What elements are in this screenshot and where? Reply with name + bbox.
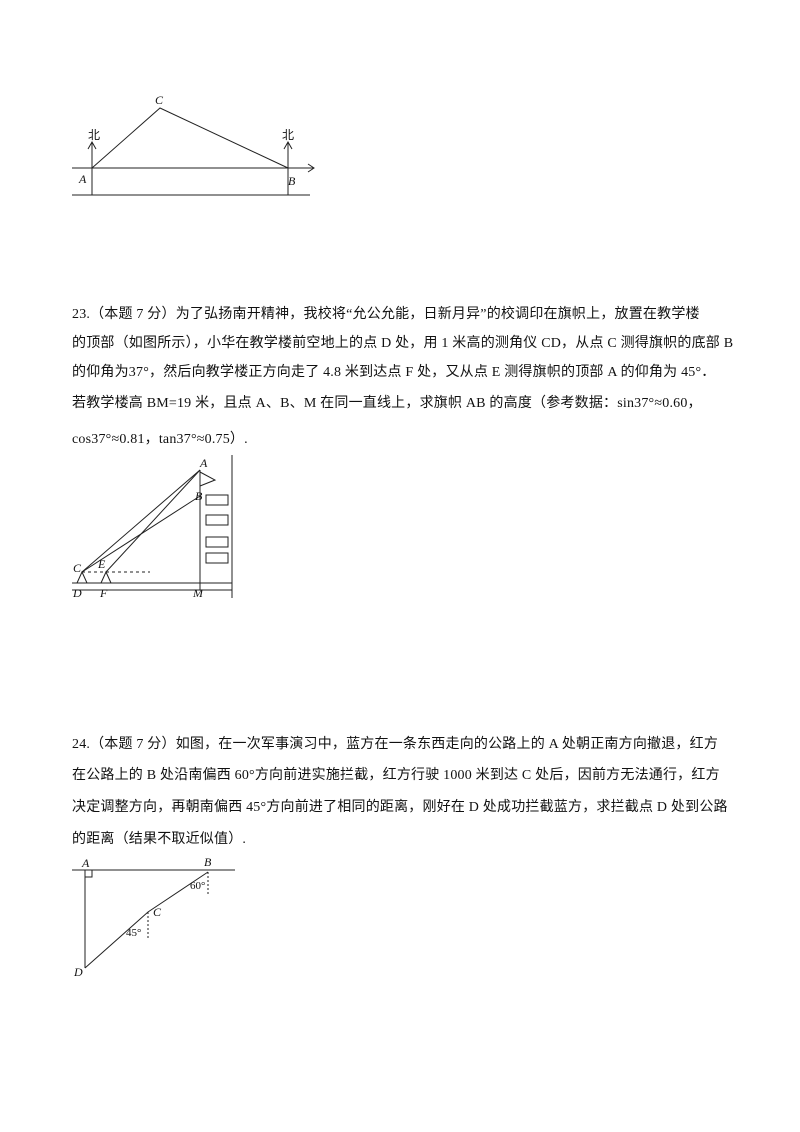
figure-1: C 北 北 A B <box>72 93 315 196</box>
arrow-head <box>87 140 97 150</box>
angle-label: 45° <box>126 927 141 939</box>
point-label: D <box>73 965 83 979</box>
point-label: B <box>204 855 212 869</box>
text-line: 的仰角为37°，然后向教学楼正方向走了 4.8 米到达点 F 处，又从点 E 测… <box>72 365 716 380</box>
triangle <box>91 107 289 169</box>
instrument <box>76 570 88 584</box>
north-label: 北 <box>282 128 294 142</box>
north-label: 北 <box>88 128 100 142</box>
point-label: C <box>153 905 162 919</box>
text-line: 在公路上的 B 处沿南偏西 60°方向前进实施拦截，红方行驶 1000 米到达 … <box>72 768 720 783</box>
sight-line <box>81 469 201 573</box>
text-line: 23.（本题 7 分）为了弘扬南开精神，我校将“允公允能，日新月异”的校调印在旗… <box>72 307 700 322</box>
point-label: C <box>73 561 82 575</box>
point-label: D <box>72 586 82 600</box>
point-label: A <box>199 456 208 470</box>
window <box>205 514 229 526</box>
right-angle <box>84 869 93 878</box>
flag <box>199 471 217 487</box>
point-label: C <box>155 93 164 107</box>
text-line: 24.（本题 7 分）如图，在一次军事演习中，蓝方在一条东西走向的公路上的 A … <box>72 737 719 752</box>
text-line: 决定调整方向，再朝南偏西 45°方向前进了相同的距离，刚好在 D 处成功拦截蓝方… <box>72 800 728 815</box>
point-label: B <box>195 489 203 503</box>
arrow-head <box>283 140 293 150</box>
figure-3: A B 60° C 45° D <box>72 855 235 979</box>
point-label: E <box>97 557 106 571</box>
arrow-head <box>307 163 315 173</box>
point-label: F <box>99 586 108 600</box>
figure-2: A B C E D F M <box>72 455 233 600</box>
point-label: B <box>288 174 296 188</box>
point-label: A <box>81 856 90 870</box>
text-line: 的距离（结果不取近似值）. <box>72 832 247 847</box>
text-line: cos37°≈0.81，tan37°≈0.75）. <box>72 432 248 447</box>
window <box>205 552 229 564</box>
text-line: 若教学楼高 BM=19 米，且点 A、B、M 在同一直线上，求旗帜 AB 的高度… <box>72 396 702 411</box>
window <box>205 536 229 548</box>
sight-line <box>105 469 201 573</box>
text-line: 的顶部（如图所示），小华在教学楼前空地上的点 D 处，用 1 米高的测角仪 CD… <box>72 336 734 351</box>
point-label: M <box>192 586 204 600</box>
angle-label: 60° <box>190 880 205 892</box>
point-label: A <box>78 172 87 186</box>
window <box>205 494 229 506</box>
instrument <box>100 570 112 584</box>
